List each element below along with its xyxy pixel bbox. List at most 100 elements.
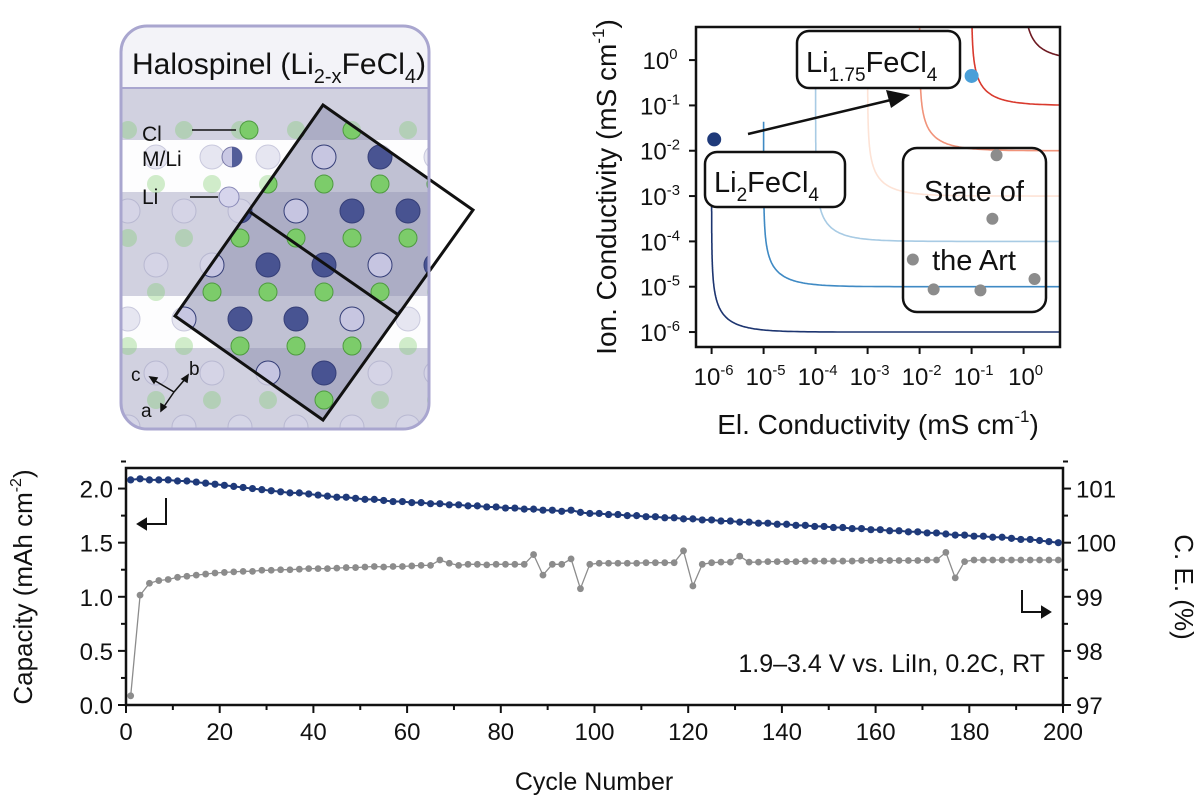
- ce-point: [136, 591, 144, 599]
- y-tick-label: 0.5: [80, 639, 113, 666]
- capacity-point: [220, 481, 228, 489]
- ce-point: [970, 556, 978, 564]
- cl-atom-faint: [63, 445, 81, 463]
- cl-atom: [63, 337, 81, 355]
- cl-atom-faint: [63, 337, 81, 355]
- capacity-point: [398, 497, 407, 506]
- m-li-atom: [508, 307, 532, 331]
- capacity-point: [295, 489, 303, 497]
- ce-point: [680, 547, 687, 555]
- cl-atom: [342, 228, 362, 248]
- y-tick-label: 10-5: [640, 274, 680, 302]
- m-li-atom: [424, 469, 448, 493]
- cl-atom-faint: [483, 175, 501, 193]
- ce-line: [130, 549, 1059, 696]
- x-tick-label: 10-1: [954, 363, 994, 391]
- ce-point: [923, 556, 931, 564]
- axis-label-c: c: [131, 365, 141, 386]
- capacity-point: [155, 476, 163, 484]
- tick-base: 10: [640, 229, 667, 256]
- capacity-point: [670, 514, 678, 522]
- cl-atom-faint: [175, 445, 193, 463]
- m-li-atom: [423, 252, 429, 278]
- ce-point: [764, 558, 772, 566]
- li-atom-faint: [171, 198, 197, 224]
- capacity-point: [370, 495, 378, 503]
- cl-atom: [63, 121, 81, 139]
- capacity-point: [886, 527, 894, 535]
- capacity-point: [511, 504, 519, 512]
- li-atom-faint: [171, 414, 197, 429]
- m-li-atom: [88, 253, 112, 277]
- y2-tick-label: 98: [1076, 639, 1103, 666]
- ce-point: [258, 566, 266, 574]
- capacity-point: [848, 525, 856, 533]
- capacity-point: [989, 533, 997, 541]
- capacity-point: [689, 515, 697, 523]
- capacity-point: [764, 519, 772, 527]
- ce-point: [961, 558, 969, 566]
- tick-base: 10: [1008, 364, 1035, 391]
- ce-point: [324, 565, 331, 573]
- capacity-point: [436, 500, 444, 508]
- capacity-point: [558, 507, 566, 515]
- x-tick-label: 180: [949, 719, 989, 746]
- cl-atom-faint: [175, 337, 193, 355]
- capacity-point: [380, 496, 388, 505]
- li-atom-icon: [218, 186, 240, 208]
- ce-point: [586, 560, 594, 568]
- ce-point: [811, 557, 819, 565]
- capacity-point: [333, 493, 341, 501]
- ce-point: [623, 559, 631, 567]
- x-tick-label: 80: [487, 719, 514, 746]
- ce-point: [155, 577, 163, 584]
- li-atom-faint: [368, 469, 392, 493]
- ce-point: [445, 559, 453, 567]
- capacity-point: [811, 522, 819, 531]
- m-li-atom: [283, 198, 309, 224]
- capacity-point: [820, 522, 828, 531]
- cl-atom: [287, 445, 305, 463]
- ce-point: [801, 557, 809, 565]
- tick-exponent: -3: [876, 363, 889, 379]
- capacity-point: [426, 500, 435, 508]
- legend-label-li: Li: [142, 186, 158, 209]
- ce-point: [530, 551, 537, 558]
- li-atom-faint: [339, 414, 365, 429]
- ce-point: [520, 560, 528, 568]
- capacity-point: [661, 514, 669, 522]
- ce-point: [745, 558, 753, 566]
- capacity-point: [867, 526, 875, 534]
- ce-point: [989, 556, 997, 564]
- tick-exponent: -2: [928, 363, 941, 379]
- cl-atom-faint: [371, 391, 389, 409]
- ce-point: [183, 572, 191, 580]
- ce-point: [464, 560, 472, 568]
- tick-exponent: -5: [667, 274, 680, 290]
- cl-atom-faint: [203, 175, 221, 193]
- ce-point: [792, 558, 800, 566]
- x-tick-label: 40: [300, 719, 327, 746]
- tick-exponent: -6: [667, 319, 680, 335]
- ce-point: [689, 582, 697, 590]
- capacity-point: [529, 505, 538, 513]
- capacity-point: [792, 521, 800, 529]
- conductivity-chart: 10-6 10-5 10-4 10-3 10-2 10-1 10010010-110-210…: [589, 19, 1062, 440]
- cl-atom-faint: [399, 445, 417, 463]
- capacity-point: [202, 479, 210, 487]
- tick-base: 10: [640, 275, 667, 302]
- cl-atom-faint: [147, 283, 165, 301]
- m-li-atom: [480, 361, 504, 385]
- tick-base: 10: [694, 364, 721, 391]
- cl-atom-faint: [121, 229, 137, 247]
- ce-point: [211, 569, 219, 577]
- state-of-art-point: [974, 284, 987, 297]
- m-li-atom: [88, 145, 112, 169]
- cl-atom: [314, 390, 334, 410]
- ce-point: [783, 558, 790, 566]
- tick-base: 10: [643, 48, 670, 75]
- ce-point: [1017, 556, 1025, 564]
- ce-point: [1008, 556, 1015, 564]
- ce-point: [1036, 556, 1043, 564]
- cl-atom-faint: [399, 121, 417, 139]
